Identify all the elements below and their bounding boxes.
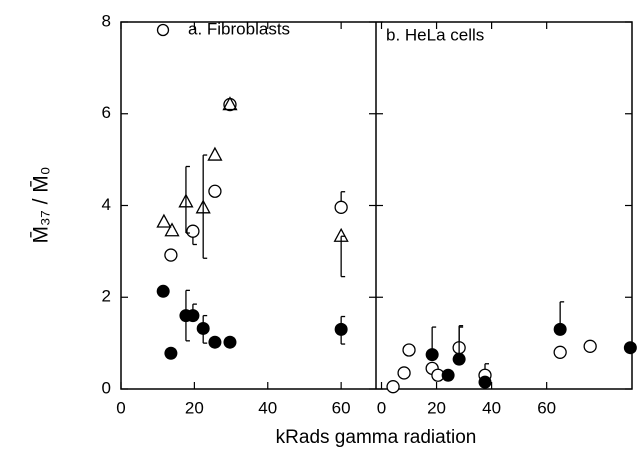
point xyxy=(623,341,637,355)
point xyxy=(441,368,455,382)
x-tick-label: 40 xyxy=(258,398,277,417)
point xyxy=(164,346,178,360)
point xyxy=(164,222,180,237)
y-tick-label: 4 xyxy=(102,195,111,214)
point xyxy=(397,366,411,380)
point xyxy=(156,284,170,298)
point xyxy=(478,375,492,389)
y-tick-label: 2 xyxy=(102,287,111,306)
point xyxy=(222,96,238,111)
x-tick-label: 0 xyxy=(377,398,386,417)
point xyxy=(186,309,200,323)
title-marker xyxy=(156,23,170,37)
point xyxy=(178,193,194,208)
point xyxy=(186,224,200,238)
x-tick-label: 40 xyxy=(482,398,501,417)
point xyxy=(208,184,222,198)
point xyxy=(452,352,466,366)
x-tick-label: 60 xyxy=(332,398,351,417)
point xyxy=(425,348,439,362)
point xyxy=(553,322,567,336)
point xyxy=(334,200,348,214)
point xyxy=(402,343,416,357)
x-tick-label: 20 xyxy=(427,398,446,417)
panel-title: b. HeLa cells xyxy=(386,25,484,44)
x-axis-label: kRads gamma radiation xyxy=(276,427,477,448)
point xyxy=(164,248,178,262)
point xyxy=(553,345,567,359)
point xyxy=(195,199,211,214)
point xyxy=(196,321,210,335)
x-tick-label: 0 xyxy=(116,398,125,417)
point xyxy=(208,335,222,349)
panel-title: a. Fibroblasts xyxy=(188,19,290,38)
y-tick-label: 0 xyxy=(102,378,111,397)
point xyxy=(583,339,597,353)
point xyxy=(333,227,349,242)
y-axis-label: M̄₃₇ / M̄₀ xyxy=(29,167,52,244)
point xyxy=(223,335,237,349)
point xyxy=(207,146,223,161)
x-tick-label: 20 xyxy=(185,398,204,417)
point xyxy=(334,322,348,336)
y-tick-label: 8 xyxy=(102,11,111,30)
y-tick-label: 6 xyxy=(102,103,111,122)
point xyxy=(156,213,172,228)
point xyxy=(386,380,400,394)
x-tick-label: 60 xyxy=(537,398,556,417)
